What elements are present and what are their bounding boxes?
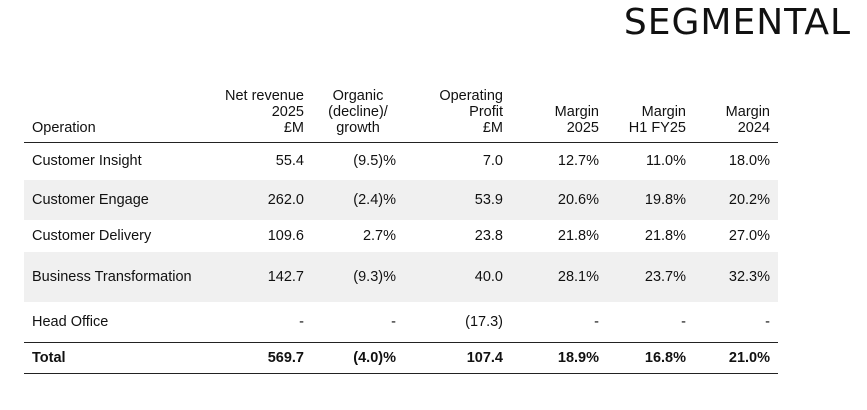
header-line: growth [336,119,380,136]
table-row: Customer Engage 262.0 (2.4)% 53.9 20.6% … [24,180,778,220]
cell-operating-profit: 7.0 [482,153,503,170]
table-row: Business Transformation 142.7 (9.3)% 40.… [24,252,778,302]
header-line: (decline)/ [328,103,388,120]
cell-operating-profit: 53.9 [404,180,511,220]
cell-net-revenue: - [299,313,304,330]
cell-net-revenue: 142.7 [212,252,312,302]
cell-organic: (9.3)% [312,252,404,302]
cell-operation: Customer Delivery [32,228,152,244]
cell-margin-2024: 20.2% [694,180,778,220]
header-line: 2025 [271,103,304,120]
column-header-organic: Organic (decline)/ growth [312,84,404,143]
cell-margin-h1-fy25: 23.7% [607,252,694,302]
cell-operating-profit: 40.0 [404,252,511,302]
column-header-net-revenue: Net revenue 2025 £M [212,84,312,143]
cell-margin-2025: - [594,313,599,330]
header-line: Margin [725,103,770,120]
cell-operation: Customer Engage [24,180,212,220]
column-header-margin-h1-fy25: Margin H1 FY25 [607,84,694,143]
column-header-operation: Operation [24,84,212,143]
cell-margin-2024: 21.0% [694,341,778,374]
header-line: £M [283,119,304,136]
header-line: £M [482,119,503,136]
header-line: 2024 [737,119,770,136]
segmental-table: Operation Net revenue 2025 £M Organic (d… [24,84,778,374]
cell-operation: Business Transformation [24,252,212,302]
cell-margin-2024: - [765,313,770,330]
cell-net-revenue: 55.4 [275,153,304,170]
cell-organic: (9.5)% [353,153,396,170]
cell-operating-profit: 23.8 [474,228,503,244]
header-line: 2025 [566,119,599,136]
header-line: Margin [641,103,686,120]
cell-margin-h1-fy25: - [681,313,686,330]
cell-net-revenue: 262.0 [212,180,312,220]
cell-operation: Total [24,341,212,374]
cell-margin-h1-fy25: 19.8% [607,180,694,220]
table-row: Customer Insight 55.4 (9.5)% 7.0 12.7% 1… [24,142,778,180]
cell-operating-profit: 107.4 [404,341,511,374]
header-line: Operation [32,119,96,136]
table-header-row: Operation Net revenue 2025 £M Organic (d… [24,84,778,143]
header-line: Net revenue [225,87,304,104]
header-line: Margin [554,103,599,120]
column-header-margin-2025: Margin 2025 [511,84,607,143]
cell-margin-2025: 21.8% [557,228,599,244]
cell-organic: 2.7% [362,228,396,244]
cell-margin-h1-fy25: 21.8% [644,228,686,244]
header-line: H1 FY25 [628,119,686,136]
cell-organic: - [391,313,396,330]
cell-margin-h1-fy25: 16.8% [607,341,694,374]
cell-margin-2025: 18.9% [511,341,607,374]
table-row: Head Office - - (17.3) - - - [24,302,778,342]
header-line: Operating [439,87,503,104]
page-title: SEGMENTAL [623,2,851,43]
cell-operation: Customer Insight [32,153,142,170]
cell-net-revenue: 109.6 [267,228,304,244]
cell-margin-2025: 12.7% [557,153,599,170]
table-row: Customer Delivery 109.6 2.7% 23.8 21.8% … [24,220,778,252]
column-header-margin-2024: Margin 2024 [694,84,778,143]
cell-organic: (2.4)% [312,180,404,220]
header-line: Organic [332,87,384,104]
cell-margin-2024: 27.0% [728,228,770,244]
cell-net-revenue: 569.7 [212,341,312,374]
cell-margin-2025: 20.6% [511,180,607,220]
table-total-row: Total 569.7 (4.0)% 107.4 18.9% 16.8% 21.… [24,341,778,374]
cell-margin-h1-fy25: 11.0% [645,153,686,170]
cell-margin-2024: 18.0% [728,153,770,170]
cell-margin-2025: 28.1% [511,252,607,302]
cell-organic: (4.0)% [312,341,404,374]
header-line: Profit [469,103,503,120]
column-header-operating-profit: Operating Profit £M [404,84,511,143]
cell-operating-profit: (17.3) [465,313,503,330]
cell-margin-2024: 32.3% [694,252,778,302]
cell-operation: Head Office [32,313,109,330]
